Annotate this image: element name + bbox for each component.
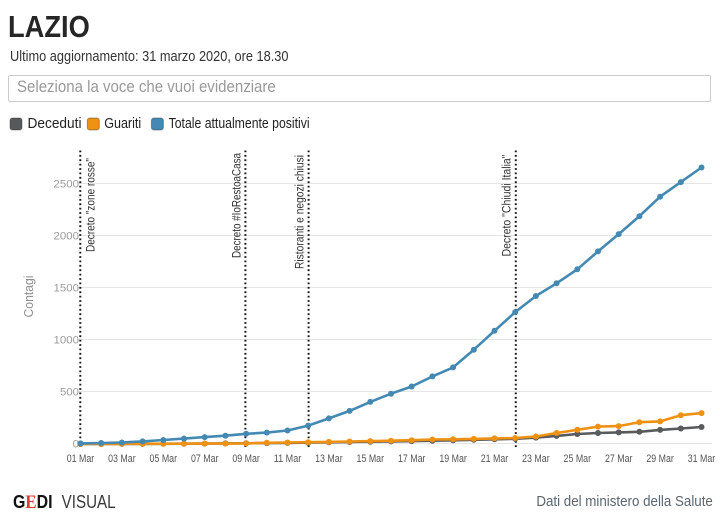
svg-text:500: 500 (60, 387, 79, 399)
svg-text:23 Mar: 23 Mar (522, 453, 550, 465)
svg-text:17 Mar: 17 Mar (398, 453, 426, 465)
svg-text:15 Mar: 15 Mar (357, 453, 385, 465)
svg-text:Guariti: Guariti (104, 116, 141, 132)
svg-text:0: 0 (73, 439, 79, 451)
svg-text:27 Mar: 27 Mar (605, 453, 633, 465)
svg-text:31 Mar: 31 Mar (688, 453, 716, 465)
svg-text:21 Mar: 21 Mar (481, 453, 509, 465)
svg-text:01 Mar: 01 Mar (67, 453, 95, 465)
svg-text:07 Mar: 07 Mar (191, 453, 219, 465)
svg-text:Decreto "Chiudi Italia": Decreto "Chiudi Italia" (500, 155, 514, 257)
svg-text:29 Mar: 29 Mar (646, 453, 674, 465)
svg-text:Ristoranti e negozi chiusi: Ristoranti e negozi chiusi (293, 155, 307, 269)
svg-text:09 Mar: 09 Mar (232, 453, 260, 465)
svg-text:19 Mar: 19 Mar (439, 453, 467, 465)
svg-text:13 Mar: 13 Mar (315, 453, 343, 465)
svg-text:2500: 2500 (54, 179, 80, 191)
svg-text:Contagi: Contagi (22, 276, 36, 318)
svg-text:11 Mar: 11 Mar (274, 453, 302, 465)
svg-text:1000: 1000 (54, 335, 80, 347)
svg-text:03 Mar: 03 Mar (108, 453, 136, 465)
svg-text:05 Mar: 05 Mar (150, 453, 178, 465)
svg-text:1500: 1500 (54, 283, 80, 295)
svg-text:2000: 2000 (54, 231, 80, 243)
svg-text:Decreto "zone rosse": Decreto "zone rosse" (84, 158, 98, 252)
svg-text:Deceduti: Deceduti (28, 116, 82, 132)
svg-text:Decreto #IoRestoaCasa: Decreto #IoRestoaCasa (229, 153, 243, 258)
svg-text:Totale attualmente positivi: Totale attualmente positivi (169, 116, 310, 132)
svg-text:25 Mar: 25 Mar (564, 453, 592, 465)
